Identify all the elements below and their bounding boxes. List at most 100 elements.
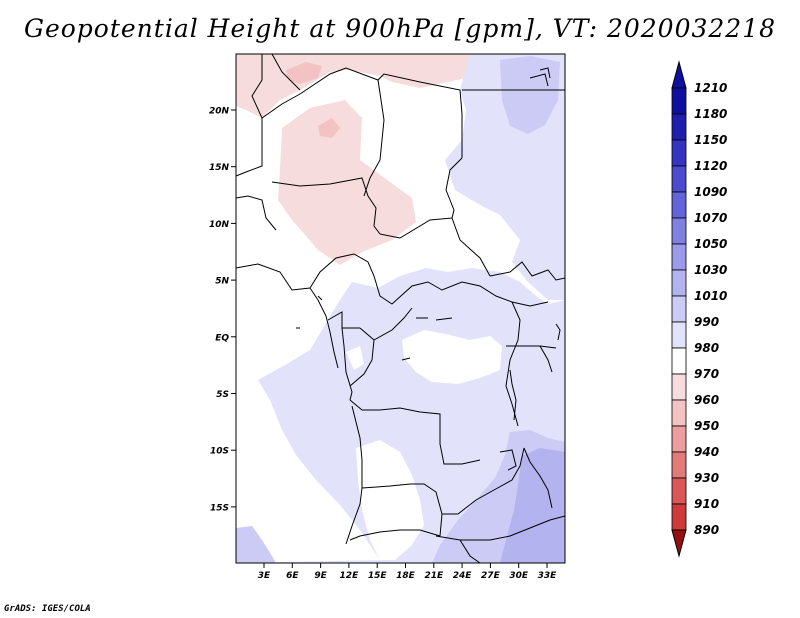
border-line [459,539,481,564]
colorbar-segment [671,191,687,219]
colorbar-bottom-arrow [671,529,687,558]
colorbar-segment [671,321,687,349]
lon-tick-label: 18E [396,571,416,581]
colorbar-label: 1150 [694,133,727,147]
lat-tick-label: 15N [209,163,230,173]
border-line [489,261,566,281]
colorbar-segment [671,217,687,245]
colorbar-segment [671,399,687,427]
lat-tick-label: 10S [210,447,229,457]
colorbar-segment [671,139,687,167]
colorbar: 1210 1180 1150 1120 1090 1070 1050 1030 1010 990 9… [671,60,727,558]
lon-tick-label: 12E [340,571,360,581]
colorbar-segment [671,113,687,141]
colorbar-label: 980 [694,341,719,355]
lat-tick-label: 10N [209,220,230,230]
map-field [236,54,565,563]
border-line [529,73,549,87]
colorbar-top-arrow [671,60,687,89]
lat-tick-label: 15S [210,503,229,513]
colorbar-label: 1180 [694,107,727,121]
longitude-axis: 3E 6E 9E 12E 15E 18E 21E 24E 27E 30E 33E [258,563,557,581]
border-line [509,369,517,421]
lon-tick-label: 9E [314,571,327,581]
border-line [442,447,525,515]
lon-tick-label: 15E [368,571,388,581]
map-frame [235,53,566,564]
border-line [235,253,549,307]
height-field-1050 [500,448,565,563]
colorbar-label: 1050 [694,237,727,251]
lon-tick-label: 3E [258,571,271,581]
colorbar-label: 1010 [694,289,727,303]
colorbar-segment [671,165,687,193]
colorbar-label: 1210 [694,81,727,95]
grads-credit: GrADS: IGES/COLA [4,604,91,614]
lon-tick-label: 33E [538,571,558,581]
colorbar-segment [671,347,687,375]
colorbar-label: 1120 [694,159,727,173]
border-line [505,301,521,427]
border-line [341,327,353,401]
border-line [363,79,385,197]
colorbar-segment [671,503,687,531]
colorbar-segment [671,425,687,453]
border-line [349,529,441,541]
colorbar-segment [671,451,687,479]
lon-tick-label: 24E [453,571,473,581]
border-line [445,157,463,219]
border-line [499,449,517,471]
border-line [235,195,277,231]
lat-tick-label: 5N [215,277,229,287]
border-line [317,295,323,301]
border-line [555,323,561,341]
colorbar-label: 950 [694,419,719,433]
colorbar-label: 1090 [694,185,727,199]
border-line [251,54,463,158]
lon-tick-label: 30E [509,571,529,581]
lat-tick-label: EQ [215,333,229,343]
height-field-970 [318,118,340,138]
height-field-990 [346,346,364,370]
border-line [401,357,411,361]
colorbar-label: 1030 [694,263,727,277]
colorbar-label: 1070 [694,211,727,225]
colorbar-segment [671,295,687,323]
border-line [309,287,339,369]
colorbar-label: 940 [694,445,719,459]
border-line [539,345,553,373]
latitude-axis: 20N 15N 10N 5N EQ 5S 10S 15S [209,107,236,513]
border-line [349,327,375,387]
colorbar-label: 970 [694,367,719,381]
colorbar-segment [671,269,687,297]
border-line [539,67,551,79]
border-line [435,317,453,321]
height-field-970 [286,62,322,84]
border-line [271,53,301,91]
border-line [235,118,263,177]
lon-tick-label: 6E [286,571,299,581]
height-field-990 [402,330,502,384]
colorbar-label: 990 [694,315,719,329]
colorbar-label: 960 [694,393,719,407]
colorbar-segment [671,243,687,271]
border-line [271,177,381,235]
border-line [349,399,481,465]
border-line [373,307,413,341]
height-field-990 [236,380,380,563]
colorbar-label: 930 [694,471,719,485]
border-line [327,311,360,329]
height-field-1030 [236,526,276,563]
height-field-980 [278,100,416,265]
lat-tick-label: 20N [209,107,230,117]
colorbar-segment [671,87,687,115]
border-line [523,447,553,509]
lon-tick-label: 21E [424,571,444,581]
colorbar-label: 890 [694,523,719,537]
chart-title: Geopotential Height at 900hPa [gpm], VT:… [23,14,777,43]
lat-tick-label: 5S [216,390,229,400]
lon-tick-label: 27E [481,571,501,581]
colorbar-segment [671,373,687,401]
colorbar-label: 910 [694,497,719,511]
